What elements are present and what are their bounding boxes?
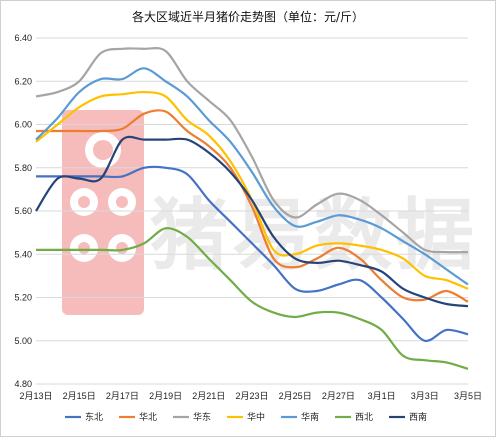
- legend-label: 西北: [355, 412, 373, 423]
- series-layer: [35, 47, 469, 370]
- chart-title: 各大区域近半月猪价走势图（单位：元/斤）: [132, 9, 364, 24]
- series-line-2: [35, 47, 469, 254]
- x-tick-label: 2月17日: [106, 391, 139, 401]
- series-line-1: [36, 109, 469, 303]
- legend: 东北 华北 华东 华中 华南 西北 西南: [65, 411, 427, 423]
- y-tick-label: 4.80: [14, 379, 32, 389]
- y-tick-label: 5.40: [14, 249, 32, 259]
- y-tick-label: 6.00: [14, 120, 32, 130]
- y-tick-label: 5.80: [14, 163, 32, 173]
- legend-label: 华南: [301, 411, 319, 423]
- x-tick-label: 3月5日: [454, 391, 482, 401]
- y-tick-label: 6.20: [14, 76, 32, 86]
- x-tick-label: 2月23日: [235, 391, 268, 401]
- axis-layer: 4.80 5.00 5.20 5.40 5.60 5.80 6.00 6.20 6.40 2月13…: [14, 33, 482, 401]
- y-tick-label: 5.20: [14, 293, 32, 303]
- x-tick-label: 2月15日: [63, 391, 96, 401]
- x-tick-label: 2月13日: [19, 391, 52, 401]
- x-tick-label: 2月27日: [322, 391, 355, 401]
- series-line-6: [35, 135, 469, 308]
- legend-label: 华北: [139, 411, 157, 423]
- watermark-text: 猪易数据: [150, 190, 478, 281]
- legend-label: 华中: [247, 411, 265, 423]
- legend-label: 西南: [409, 411, 427, 423]
- x-tick-label: 2月21日: [192, 391, 225, 401]
- x-tick-label: 3月3日: [411, 391, 439, 401]
- watermark-logo: [62, 110, 144, 315]
- x-tick-label: 2月19日: [149, 391, 182, 401]
- series-line-4: [35, 67, 469, 286]
- y-tick-label: 5.60: [14, 206, 32, 216]
- series-line-0: [36, 165, 469, 342]
- y-tick-label: 5.00: [14, 336, 32, 346]
- x-tick-label: 2月25日: [279, 391, 312, 401]
- legend-label: 东北: [85, 411, 103, 423]
- x-tick-label: 3月1日: [368, 391, 396, 401]
- y-tick-label: 6.40: [14, 33, 32, 43]
- series-line-5: [36, 227, 469, 370]
- legend-label: 华东: [193, 411, 211, 423]
